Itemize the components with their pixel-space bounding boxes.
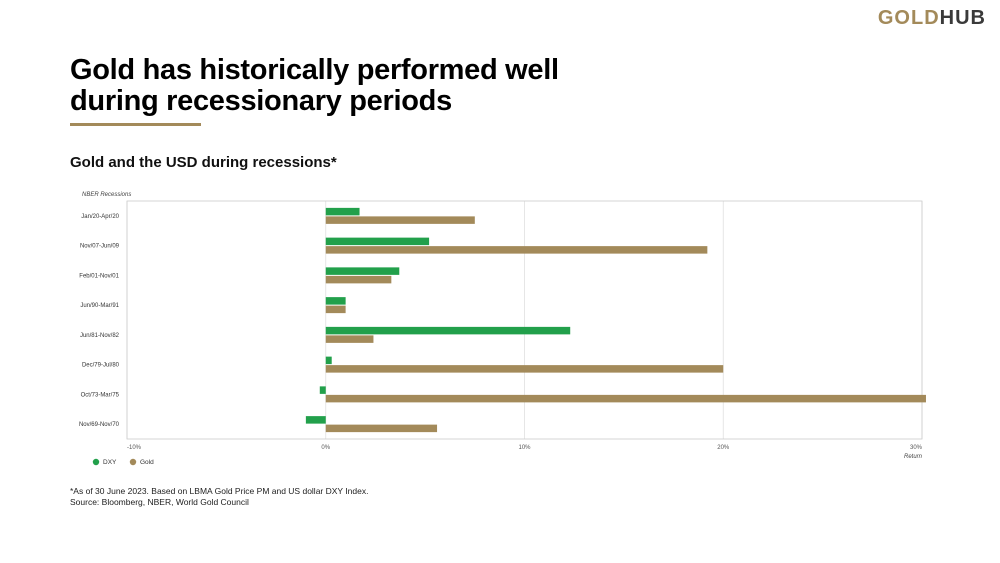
x-axis-title: Return (904, 454, 923, 460)
y-category-label: Nov/07-Jun/09 (80, 244, 120, 250)
y-category-label: Jun/90-Mar/91 (80, 303, 119, 309)
y-category-label: Oct/73-Mar/75 (81, 392, 120, 398)
chart-legend: DXY Gold (92, 458, 154, 466)
x-tick-label: -10% (127, 445, 142, 451)
page-title-line2: during recessionary periods (70, 85, 452, 117)
chart-labels: -10% 0% 10% 20% 30% Jan/20-Apr/20 Nov/07-Jun/0… (79, 214, 923, 451)
gold-bar (325, 424, 438, 433)
gold-bar (325, 365, 724, 373)
x-tick-label: 10% (518, 445, 531, 451)
x-tick-label: 0% (321, 445, 330, 451)
gold-bar (325, 394, 926, 403)
dxy-legend-label: DXY (103, 459, 117, 466)
footnote-source: Source: Bloomberg, NBER, World Gold Coun… (70, 497, 249, 507)
footnote-line-1: *As of 30 June 2023. Based on LBMA Gold … (70, 486, 369, 496)
y-category-label: Jun/81-Nov/82 (80, 333, 120, 339)
dxy-bar (325, 326, 571, 335)
logo-gold-text: GOLD (877, 7, 940, 29)
chart-subtitle: Gold and the USD during recessions* (70, 154, 337, 171)
logo-hub-text: HUB (939, 7, 986, 29)
gold-legend-label: Gold (140, 459, 154, 466)
dxy-bar (325, 207, 360, 216)
plot-area-frame (126, 200, 923, 440)
chart-gridlines (126, 201, 923, 439)
dxy-bar (319, 386, 326, 394)
x-tick-label: 30% (910, 445, 923, 451)
y-category-label: Feb/01-Nov/01 (79, 273, 119, 279)
page-title: Gold has historically performed well dur… (70, 55, 559, 117)
footnote: *As of 30 June 2023. Based on LBMA Gold … (70, 486, 368, 508)
gold-bar (325, 246, 708, 254)
x-tick-label: 20% (717, 445, 730, 451)
dxy-bar (305, 416, 326, 424)
page-title-line1: Gold has historically performed well (70, 54, 559, 86)
gold-bar (325, 335, 374, 343)
recession-bar-chart: -10% 0% 10% 20% 30% Jan/20-Apr/20 Nov/07-Jun/0… (79, 192, 926, 466)
y-category-label: Dec/79-Jul/80 (82, 363, 120, 369)
y-category-label: Nov/69-Nov/70 (79, 422, 120, 428)
title-underline (70, 123, 201, 126)
gold-bar (325, 275, 392, 284)
dxy-bar (325, 267, 400, 275)
y-axis-title: NBER Recessions (82, 192, 131, 198)
dxy-bar (325, 356, 332, 365)
dxy-legend-marker (92, 458, 100, 466)
y-category-label: Jan/20-Apr/20 (81, 214, 119, 220)
chart-bars (305, 207, 926, 433)
gold-bar (325, 305, 346, 314)
dxy-bar (325, 297, 346, 305)
gold-legend-marker (129, 458, 137, 466)
gold-bar (325, 216, 475, 224)
dxy-bar (325, 237, 430, 246)
goldhub-logo[interactable]: GOLDHUB (878, 7, 986, 30)
